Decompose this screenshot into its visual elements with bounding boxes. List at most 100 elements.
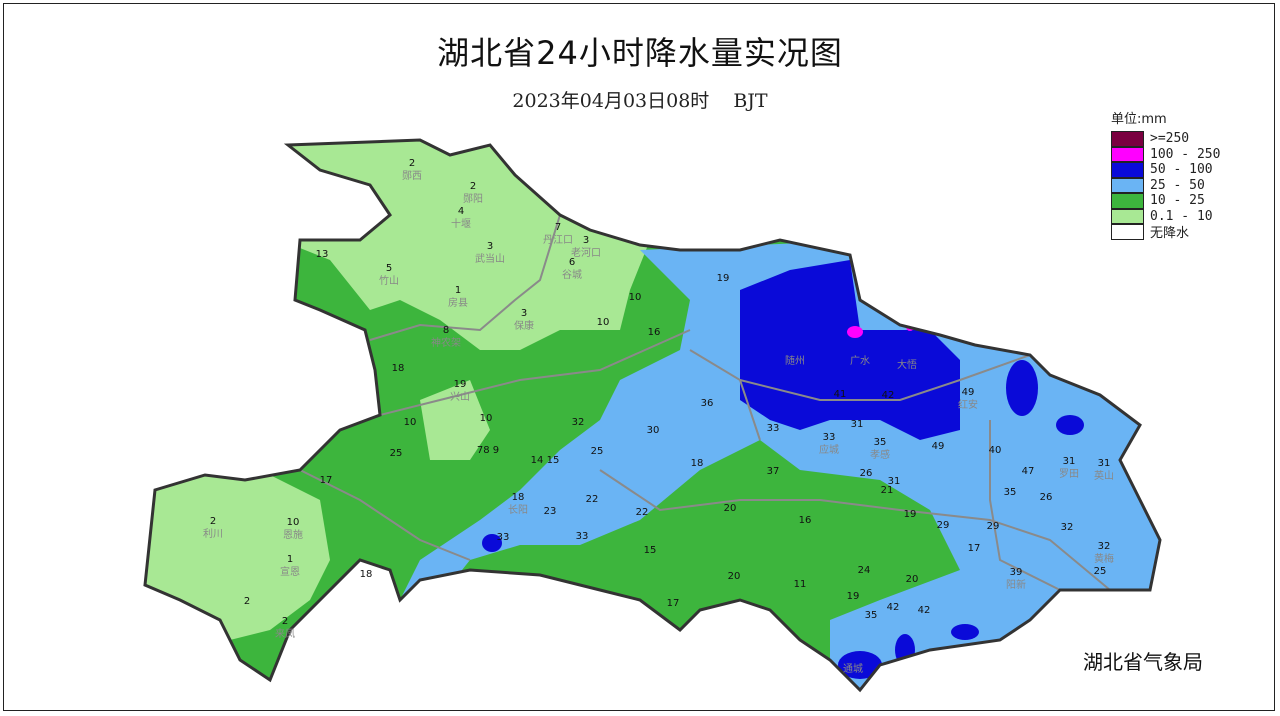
station-value: 18: [691, 458, 704, 469]
legend-item: >=250: [1111, 131, 1220, 147]
station-value: 25: [1094, 566, 1107, 577]
station: 31: [888, 476, 901, 487]
station-name: 来凤: [275, 628, 295, 640]
station: 26: [1040, 492, 1053, 503]
station: 2: [244, 596, 250, 607]
station-name: 孝感: [870, 448, 890, 461]
station-value: 1: [455, 285, 461, 296]
station-value: 19: [847, 591, 860, 602]
station: 40: [989, 445, 1002, 456]
station-value: 10: [404, 417, 417, 428]
station: 35: [1004, 487, 1017, 498]
station: 1宣恩: [280, 554, 300, 578]
station: 17: [320, 475, 333, 486]
station: 36: [701, 398, 714, 409]
station: 20: [724, 503, 737, 514]
station-value: 2: [409, 158, 415, 169]
station-value: 33: [576, 531, 589, 542]
station: 通城: [843, 663, 863, 675]
legend-label: 0.1 - 10: [1150, 208, 1213, 224]
station: 10: [480, 413, 493, 424]
legend-label: 100 - 250: [1150, 146, 1221, 162]
rain-50-100-patch: [951, 624, 979, 640]
station: 17: [968, 543, 981, 554]
station-value: 5: [386, 263, 392, 274]
station-value: 22: [586, 494, 599, 505]
legend-label: 50 - 100: [1150, 162, 1213, 178]
station: 10: [629, 292, 642, 303]
station: 20: [728, 571, 741, 582]
station: 23: [544, 506, 557, 517]
station-value: 2: [210, 516, 216, 527]
station-value: 7: [555, 222, 561, 233]
station-value: 10: [597, 317, 610, 328]
station: 6谷城: [562, 257, 582, 281]
station-value: 22: [636, 507, 649, 518]
legend-swatch: [1111, 162, 1144, 178]
station-name: 广水: [850, 355, 870, 367]
station: 15: [644, 545, 657, 556]
station-name: 武当山: [475, 252, 505, 265]
station: 11: [794, 579, 807, 590]
legend-swatch: [1111, 146, 1144, 162]
station-value: 23: [544, 506, 557, 517]
station-value: 20: [728, 571, 741, 582]
station-value: 35: [874, 437, 887, 448]
station-value: 18: [360, 569, 373, 580]
station-value: 33: [497, 532, 510, 543]
station-name: 郧西: [402, 170, 422, 182]
station: 18: [360, 569, 373, 580]
rain-100-250-patch: [847, 326, 863, 338]
station-name: 英山: [1094, 469, 1114, 482]
station-name: 神农架: [431, 336, 461, 349]
station-value: 10: [629, 292, 642, 303]
map-subtitle: 2023年04月03日08时 BJT: [0, 86, 1280, 113]
legend-item: 100 - 250: [1111, 146, 1221, 162]
station-value: 42: [918, 605, 931, 616]
legend-label: 25 - 50: [1150, 177, 1205, 193]
station-value: 41: [834, 389, 847, 400]
station: 10: [404, 417, 417, 428]
station: 2郧阳: [463, 181, 483, 205]
station: 19: [904, 509, 917, 520]
station: 16: [648, 327, 661, 338]
rain-50-100-patch: [1006, 360, 1038, 416]
station-value: 40: [989, 445, 1002, 456]
city-boundaries: [299, 214, 1111, 591]
legend-label: 10 - 25: [1150, 193, 1205, 209]
station-name: 阳新: [1006, 578, 1026, 591]
legend-item: 10 - 25: [1111, 193, 1220, 209]
station-value: 30: [647, 425, 660, 436]
station-value: 2: [282, 616, 288, 627]
station: 1房县: [448, 285, 468, 309]
legend-item: 25 - 50: [1111, 177, 1220, 193]
station: 大悟: [897, 358, 917, 371]
station: 3保康: [514, 308, 534, 332]
rain-50-100-patch: [482, 534, 502, 552]
station-value: 2: [244, 596, 250, 607]
station-name: 竹山: [379, 274, 399, 287]
station-value: 31: [888, 476, 901, 487]
station-value: 3: [521, 308, 527, 319]
station-value: 35: [865, 610, 878, 621]
station: 29: [937, 520, 950, 531]
station-value: 32: [572, 417, 585, 428]
station: 42: [887, 602, 900, 613]
station-value: 18: [512, 492, 525, 503]
rain-25-50-area: [400, 240, 1160, 690]
station: 广水: [850, 355, 870, 367]
station-value: 3: [487, 241, 493, 252]
station-value: 24: [858, 565, 871, 576]
station-name: 黄梅: [1094, 552, 1114, 565]
station: 37: [767, 466, 780, 477]
station: 32: [1061, 522, 1074, 533]
station-name: 罗田: [1059, 468, 1079, 480]
station-name: 随州: [785, 354, 805, 367]
station-name: 房县: [448, 296, 468, 309]
station: 25: [591, 446, 604, 457]
